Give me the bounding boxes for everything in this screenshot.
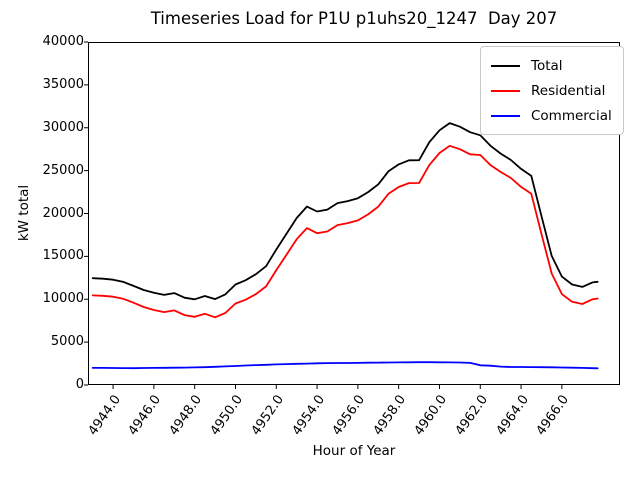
chart-title: Timeseries Load for P1U p1uhs20_1247 Day…	[150, 9, 558, 28]
legend-label: Total	[531, 57, 563, 74]
legend-entry-residential: Residential	[491, 78, 619, 103]
legend: Total Residential Commercial	[480, 46, 624, 135]
series-line-residential	[91, 144, 599, 319]
legend-label: Residential	[531, 82, 606, 99]
axes-spines	[88, 42, 620, 385]
legend-line-sample-total	[491, 64, 520, 67]
y-tick-label: 10000	[42, 291, 84, 307]
series-line-total	[91, 122, 599, 301]
y-tick-label: 0	[75, 377, 84, 392]
legend-line-sample-residential	[491, 89, 520, 92]
y-tick-label: 15000	[42, 248, 84, 264]
y-tick-label: 5000	[50, 334, 84, 350]
series-line-commercial	[91, 361, 599, 370]
y-axis-label: kW total	[16, 184, 32, 242]
y-tick-label: 25000	[42, 162, 84, 178]
y-tick-label: 30000	[42, 119, 84, 135]
x-axis-label: Hour of Year	[312, 443, 396, 459]
legend-entry-total: Total	[491, 53, 619, 78]
y-tick-label: 35000	[42, 76, 84, 92]
legend-label: Commercial	[531, 107, 612, 124]
y-tick-label: 20000	[42, 205, 84, 221]
legend-line-sample-commercial	[491, 114, 520, 117]
y-tick-label: 40000	[42, 34, 84, 49]
legend-entry-commercial: Commercial	[491, 103, 619, 128]
